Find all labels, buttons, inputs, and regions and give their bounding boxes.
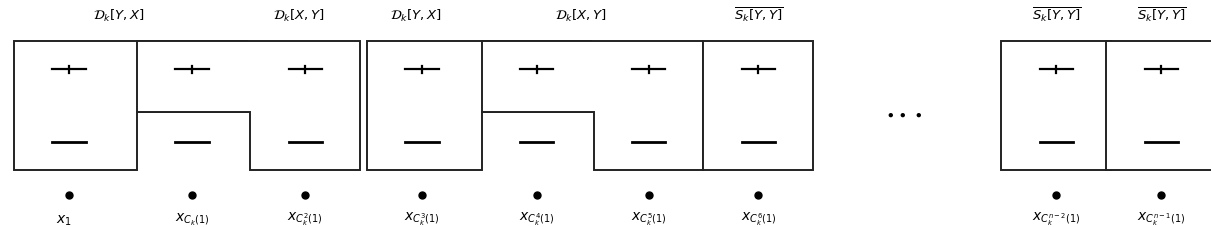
PathPatch shape	[1107, 42, 1211, 170]
Text: $x_{C_k^{n-2}(1)}$: $x_{C_k^{n-2}(1)}$	[1032, 210, 1080, 227]
Text: $x_{C_k^4(1)}$: $x_{C_k^4(1)}$	[518, 210, 555, 227]
PathPatch shape	[704, 42, 813, 170]
Text: $x_{C_k^6(1)}$: $x_{C_k^6(1)}$	[740, 210, 776, 227]
Text: $x_{C_k(1)}$: $x_{C_k(1)}$	[174, 211, 210, 227]
Text: $\mathcal{D}_k[Y,X]$: $\mathcal{D}_k[Y,X]$	[93, 7, 144, 24]
Text: $\mathcal{D}_k[Y,X]$: $\mathcal{D}_k[Y,X]$	[390, 7, 442, 24]
Text: $\overline{S_k[Y,Y]}$: $\overline{S_k[Y,Y]}$	[1136, 5, 1186, 24]
Text: $x_{C_k^{n-1}(1)}$: $x_{C_k^{n-1}(1)}$	[1137, 210, 1186, 227]
PathPatch shape	[482, 42, 704, 170]
Text: $\bullet\bullet\bullet$: $\bullet\bullet\bullet$	[885, 106, 923, 121]
PathPatch shape	[15, 42, 247, 170]
Text: $x_{C_k^3(1)}$: $x_{C_k^3(1)}$	[404, 210, 440, 227]
Text: $x_{C_k^5(1)}$: $x_{C_k^5(1)}$	[631, 210, 666, 227]
Text: $x_1$: $x_1$	[57, 213, 73, 227]
Text: $\overline{S_k[Y,Y]}$: $\overline{S_k[Y,Y]}$	[1032, 5, 1081, 24]
Text: $\overline{S_k[Y,Y]}$: $\overline{S_k[Y,Y]}$	[734, 5, 784, 24]
PathPatch shape	[137, 42, 360, 170]
PathPatch shape	[367, 42, 591, 170]
Text: $x_{C_k^2(1)}$: $x_{C_k^2(1)}$	[287, 210, 323, 227]
PathPatch shape	[1001, 42, 1112, 170]
Text: $\mathcal{D}_k[X,Y]$: $\mathcal{D}_k[X,Y]$	[555, 7, 607, 24]
Text: $\mathcal{D}_k[X,Y]$: $\mathcal{D}_k[X,Y]$	[274, 7, 325, 24]
